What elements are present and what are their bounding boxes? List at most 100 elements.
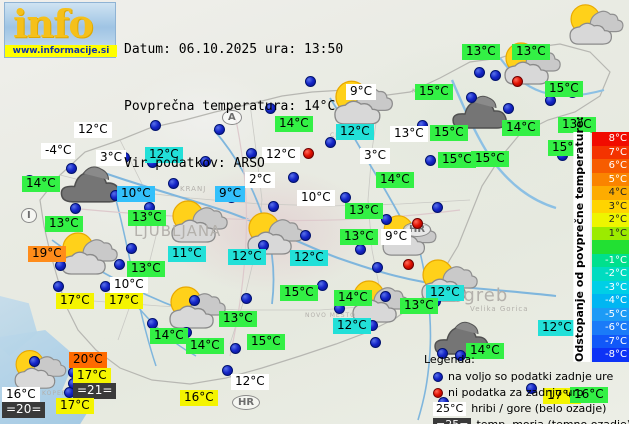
colour-scale-cell: -1°C <box>592 253 629 267</box>
mountain-temperature-label: 16°C <box>2 387 40 403</box>
station-marker-ok[interactable] <box>381 214 392 225</box>
sun-behind-cloud-icon <box>52 228 124 276</box>
legend-row-label: temp. morja (temno ozadje) <box>476 417 629 424</box>
temperature-label: 16°C <box>180 390 218 406</box>
station-marker-ok[interactable] <box>222 365 233 376</box>
mountain-temperature-label: 3°C <box>360 148 391 164</box>
station-marker-ok[interactable] <box>126 243 137 254</box>
colour-scale-cell: 8°C <box>592 132 629 146</box>
temperature-label: 14°C <box>22 176 60 192</box>
station-marker-ok[interactable] <box>372 262 383 273</box>
station-marker-ok[interactable] <box>66 163 77 174</box>
country-code-tag: I <box>21 208 37 223</box>
temperature-label: 14°C <box>186 338 224 354</box>
site-logo[interactable]: info www.informacije.si <box>4 2 117 58</box>
station-marker-no-data[interactable] <box>412 218 423 229</box>
station-marker-ok[interactable] <box>432 202 443 213</box>
temperature-label: 12°C <box>290 250 328 266</box>
station-marker-no-data[interactable] <box>303 148 314 159</box>
station-marker-ok[interactable] <box>325 137 336 148</box>
legend-row-list: na voljo so podatki zadnje ure ni podatka… <box>424 369 629 424</box>
colour-scale-cell: -8°C <box>592 348 629 362</box>
station-marker-ok[interactable] <box>380 291 391 302</box>
station-marker-ok[interactable] <box>230 343 241 354</box>
mountain-temperature-label: 10°C <box>297 190 335 206</box>
temperature-label: 13°C <box>340 229 378 245</box>
mountain-temperature-label: 13°C <box>390 126 428 142</box>
station-marker-ok[interactable] <box>300 230 311 241</box>
temperature-label: 13°C <box>219 311 257 327</box>
station-marker-ok[interactable] <box>490 70 501 81</box>
temperature-label: 13°C <box>45 216 83 232</box>
station-marker-ok[interactable] <box>268 201 279 212</box>
temperature-label: 15°C <box>430 125 468 141</box>
temperature-label: 14°C <box>150 328 188 344</box>
station-marker-ok[interactable] <box>370 337 381 348</box>
sun-behind-cloud-icon <box>160 282 232 330</box>
colour-scale-cell: -4°C <box>592 294 629 308</box>
station-marker-no-data[interactable] <box>403 259 414 270</box>
station-marker-ok[interactable] <box>425 155 436 166</box>
mountain-temperature-label: 2°C <box>245 172 276 188</box>
legend-sea-chip-icon: =25= <box>433 418 472 424</box>
mountain-temperature-label: 10°C <box>110 277 148 293</box>
sun-behind-cloud-icon <box>6 346 72 390</box>
header-date-time: Datum: 06.10.2025 ura: 13:50 <box>124 42 344 57</box>
legend-row: 25°C hribi / gore (belo ozadje) <box>424 401 629 417</box>
station-marker-ok[interactable] <box>455 350 466 361</box>
station-marker-ok[interactable] <box>200 156 211 167</box>
station-marker-ok[interactable] <box>214 124 225 135</box>
colour-scale-cell <box>592 240 629 254</box>
mountain-temperature-label: 3°C <box>96 150 127 166</box>
temperature-label: 9°C <box>215 186 246 202</box>
station-marker-ok[interactable] <box>150 120 161 131</box>
temperature-label: 16°C <box>570 387 608 403</box>
station-marker-ok[interactable] <box>474 67 485 78</box>
station-marker-ok[interactable] <box>288 172 299 183</box>
mountain-temperature-label: 12°C <box>231 374 269 390</box>
station-marker-ok[interactable] <box>168 178 179 189</box>
station-marker-ok[interactable] <box>526 383 537 394</box>
station-marker-ok[interactable] <box>114 259 125 270</box>
station-marker-ok[interactable] <box>53 281 64 292</box>
station-marker-ok[interactable] <box>189 295 200 306</box>
mountain-temperature-label: 9°C <box>346 84 377 100</box>
temperature-label: 15°C <box>280 285 318 301</box>
station-marker-ok[interactable] <box>340 192 351 203</box>
legend-row-label: na voljo so podatki zadnje ure <box>448 370 614 383</box>
temperature-label: 15°C <box>247 334 285 350</box>
overcast-cloud-icon <box>449 88 511 130</box>
station-marker-ok[interactable] <box>317 280 328 291</box>
station-marker-ok[interactable] <box>466 92 477 103</box>
temperature-label: 15°C <box>438 152 476 168</box>
station-marker-ok[interactable] <box>29 356 40 367</box>
temperature-label: 14°C <box>502 120 540 136</box>
country-code-tag: A <box>222 110 242 125</box>
colour-scale-cell: 5°C <box>592 172 629 186</box>
temperature-label: 13°C <box>345 203 383 219</box>
colour-scale-bar: 8°C 7°C 6°C 5°C 4°C 3°C 2°C 1°C -1°C -2°C -3°C -4°C… <box>592 132 629 362</box>
station-marker-ok[interactable] <box>246 148 257 159</box>
legend-row: na voljo so podatki zadnje ure <box>424 369 629 385</box>
sea-temperature-label: =21= <box>73 383 117 399</box>
colour-scale: Odstopanje od povprečne temperature: 8°C… <box>573 116 629 362</box>
station-marker-ok[interactable] <box>265 103 276 114</box>
station-marker-ok[interactable] <box>355 244 366 255</box>
station-marker-ok[interactable] <box>241 293 252 304</box>
temperature-label: 13°C <box>127 261 165 277</box>
legend-row: ni podatka za zadnjo uro <box>424 385 629 401</box>
header-data-source: Vir podatkov: ARSO <box>124 156 265 171</box>
temperature-label: 12°C <box>145 147 183 163</box>
station-marker-no-data[interactable] <box>512 76 523 87</box>
colour-scale-cell: 3°C <box>592 199 629 213</box>
sun-behind-cloud-icon <box>162 196 234 244</box>
sun-behind-cloud-icon <box>560 0 629 46</box>
station-marker-ok[interactable] <box>503 103 514 114</box>
temperature-label: 12°C <box>333 318 371 334</box>
station-marker-ok[interactable] <box>437 348 448 359</box>
sun-behind-cloud-icon <box>238 208 310 256</box>
station-marker-ok[interactable] <box>305 76 316 87</box>
temperature-label: 13°C <box>400 298 438 314</box>
station-marker-ok[interactable] <box>70 203 81 214</box>
